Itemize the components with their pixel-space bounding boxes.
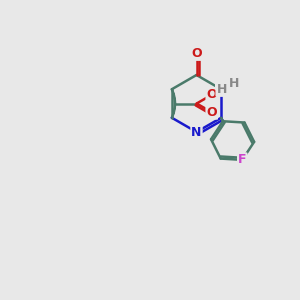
Text: N: N [191, 125, 202, 139]
Text: F: F [238, 153, 247, 167]
Text: O: O [206, 88, 217, 101]
Text: H: H [216, 82, 227, 96]
Text: N: N [216, 83, 226, 96]
Text: O: O [191, 47, 202, 60]
Text: H: H [229, 77, 239, 90]
Text: O: O [206, 106, 217, 119]
